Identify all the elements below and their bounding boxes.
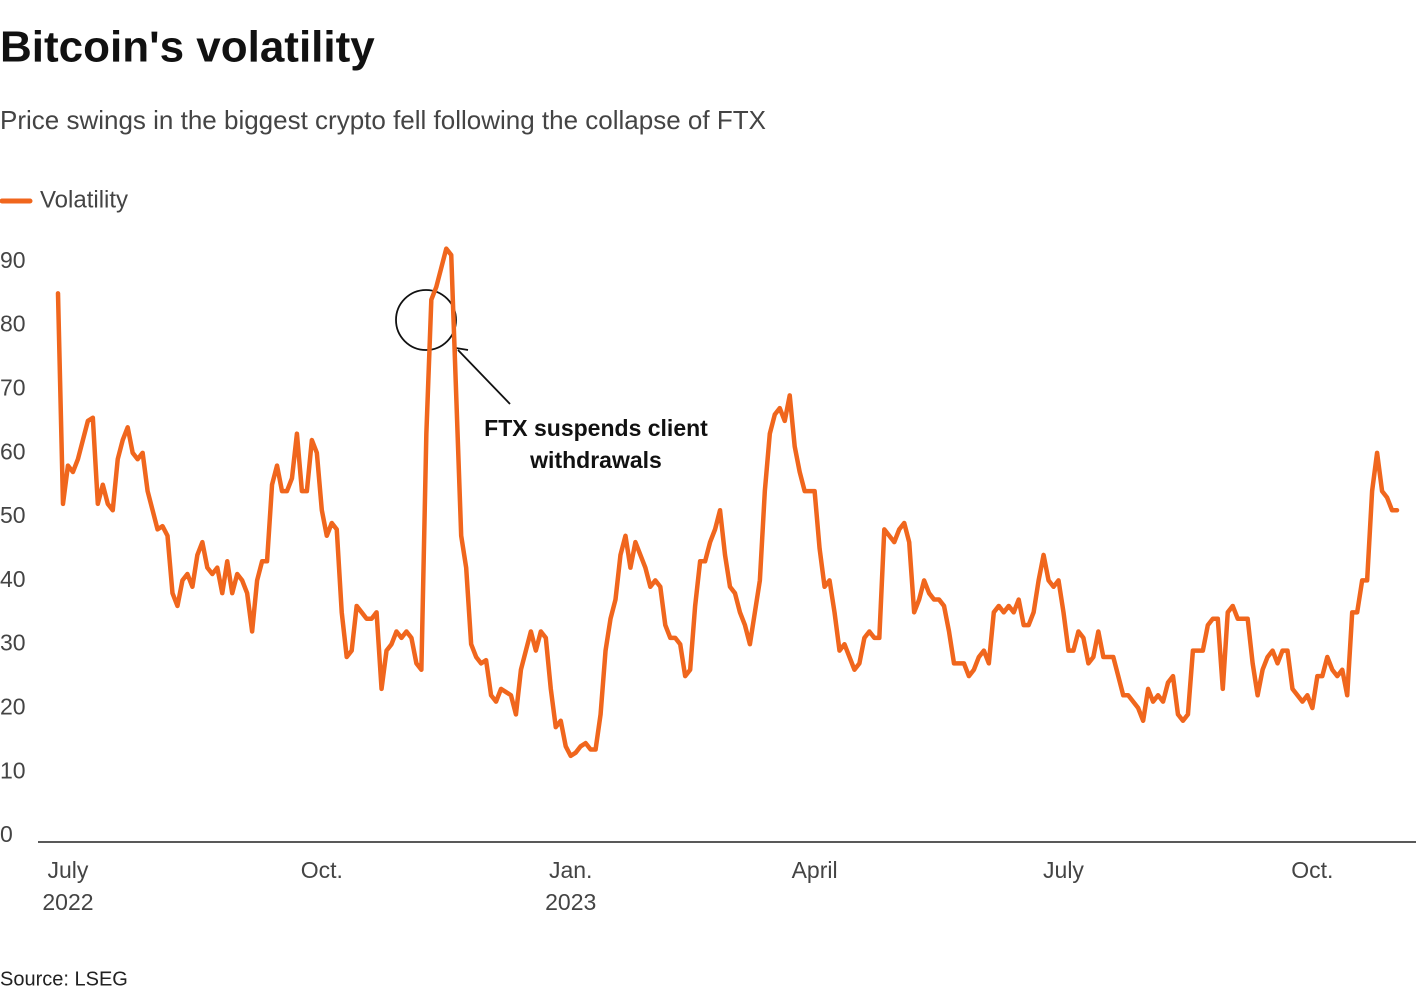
annotation-circle (395, 289, 457, 351)
y-tick-label: 60 (0, 438, 26, 464)
chart-subtitle: Price swings in the biggest crypto fell … (0, 105, 766, 135)
y-tick-label: 20 (0, 693, 26, 719)
y-tick-label: 70 (0, 374, 26, 400)
x-tick-label: Jan. 2023 (545, 857, 596, 915)
y-tick-label: 90 (0, 247, 26, 273)
annotation: FTX suspends client withdrawals (484, 415, 708, 473)
y-tick-label: 50 (0, 502, 26, 528)
line (55, 246, 1400, 759)
x-tick-label: April (792, 857, 838, 883)
x-tick-label: Oct. (301, 857, 343, 883)
legend-label: Volatility (40, 186, 128, 213)
y-tick-label: 40 (0, 566, 26, 592)
source: Source: LSEG (0, 968, 128, 990)
chart-title: Bitcoin's volatility (0, 23, 375, 72)
x-tick-label: Oct. (1291, 857, 1333, 883)
x-tick-label: July 2022 (42, 857, 93, 915)
y-tick-label: 0 (0, 821, 13, 847)
annotation-arrow (457, 349, 511, 405)
y-tick-label: 80 (0, 311, 26, 337)
x-tick-label: July (1043, 857, 1084, 883)
y-tick-label: 30 (0, 630, 26, 656)
y-tick-label: 10 (0, 757, 26, 783)
